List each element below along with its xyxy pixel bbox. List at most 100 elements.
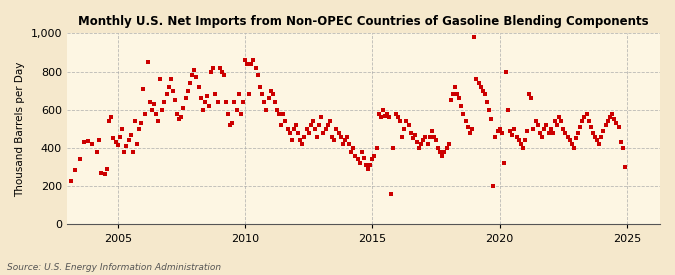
- Point: [429, 134, 439, 139]
- Point: [254, 85, 265, 89]
- Point: [214, 65, 225, 70]
- Point: [494, 127, 505, 131]
- Point: [338, 142, 348, 146]
- Point: [562, 134, 573, 139]
- Point: [153, 119, 163, 123]
- Point: [414, 146, 425, 150]
- Point: [380, 113, 391, 118]
- Point: [342, 134, 352, 139]
- Point: [91, 150, 102, 154]
- Point: [169, 98, 180, 102]
- Point: [210, 92, 221, 97]
- Point: [602, 119, 613, 123]
- Point: [171, 111, 182, 116]
- Point: [212, 100, 223, 104]
- Point: [600, 123, 611, 127]
- Point: [308, 119, 319, 123]
- Point: [280, 119, 291, 123]
- Point: [121, 144, 132, 148]
- Point: [394, 119, 405, 123]
- Point: [475, 85, 486, 89]
- Point: [204, 104, 215, 108]
- Point: [356, 150, 367, 154]
- Point: [261, 108, 271, 112]
- Point: [187, 73, 198, 78]
- Point: [454, 96, 465, 101]
- Point: [371, 146, 382, 150]
- Point: [161, 92, 172, 97]
- Point: [412, 140, 423, 144]
- Point: [620, 165, 630, 169]
- Point: [117, 127, 128, 131]
- Point: [293, 131, 304, 135]
- Point: [551, 123, 562, 127]
- Point: [316, 115, 327, 120]
- Point: [95, 171, 106, 175]
- Point: [182, 89, 193, 93]
- Point: [531, 119, 541, 123]
- Point: [486, 117, 497, 122]
- Point: [189, 67, 200, 72]
- Point: [526, 96, 537, 101]
- Point: [452, 92, 462, 97]
- Point: [305, 123, 316, 127]
- Point: [533, 123, 543, 127]
- Point: [446, 98, 456, 102]
- Point: [503, 108, 514, 112]
- Point: [327, 134, 338, 139]
- Point: [535, 131, 545, 135]
- Point: [509, 127, 520, 131]
- Point: [554, 115, 564, 120]
- Point: [130, 119, 140, 123]
- Point: [609, 117, 620, 122]
- Point: [583, 119, 594, 123]
- Point: [443, 142, 454, 146]
- Point: [570, 136, 581, 141]
- Point: [318, 131, 329, 135]
- Point: [410, 133, 421, 137]
- Point: [115, 134, 126, 139]
- Point: [441, 146, 452, 150]
- Point: [566, 142, 577, 146]
- Point: [367, 157, 378, 162]
- Point: [488, 184, 499, 188]
- Point: [176, 115, 187, 120]
- Point: [516, 142, 526, 146]
- Point: [439, 150, 450, 154]
- Point: [70, 168, 81, 172]
- Point: [460, 119, 471, 123]
- Point: [422, 142, 433, 146]
- Point: [420, 134, 431, 139]
- Point: [360, 163, 371, 167]
- Point: [348, 146, 358, 150]
- Point: [596, 134, 607, 139]
- Point: [148, 102, 159, 106]
- Point: [312, 134, 323, 139]
- Point: [74, 157, 85, 162]
- Point: [178, 106, 189, 110]
- Point: [325, 119, 335, 123]
- Point: [390, 111, 401, 116]
- Point: [132, 142, 142, 146]
- Point: [592, 138, 603, 142]
- Point: [303, 131, 314, 135]
- Point: [352, 157, 363, 162]
- Point: [180, 96, 191, 101]
- Point: [246, 62, 257, 66]
- Point: [236, 111, 246, 116]
- Point: [362, 167, 373, 171]
- Point: [537, 134, 547, 139]
- Point: [541, 123, 551, 127]
- Point: [250, 65, 261, 70]
- Point: [427, 129, 437, 133]
- Point: [425, 134, 435, 139]
- Point: [157, 108, 168, 112]
- Point: [151, 111, 161, 116]
- Point: [547, 131, 558, 135]
- Point: [286, 138, 297, 142]
- Text: Source: U.S. Energy Information Administration: Source: U.S. Energy Information Administ…: [7, 263, 221, 272]
- Point: [278, 111, 289, 116]
- Point: [310, 127, 321, 131]
- Point: [416, 142, 427, 146]
- Point: [193, 85, 204, 89]
